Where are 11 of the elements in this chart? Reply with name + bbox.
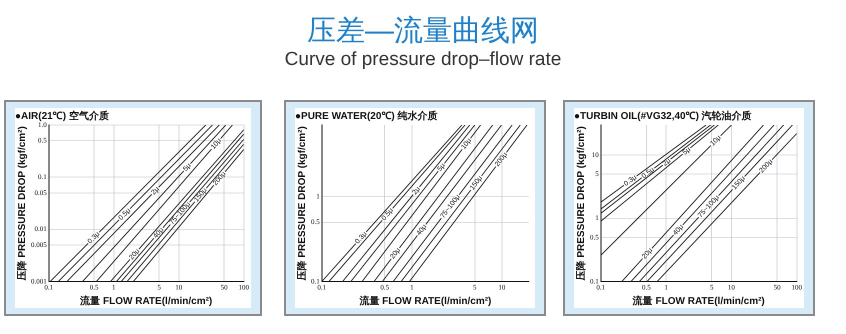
chart-title: ●TURBIN OIL(#VG32,40℃) 汽轮油介质 bbox=[574, 110, 752, 122]
y-axis-title: 压降 PRESSURE DROP (kgf/cm²) bbox=[296, 126, 308, 282]
chart-title: ●AIR(21℃) 空气介质 bbox=[15, 110, 109, 122]
y-axis-title: 压降 PRESSURE DROP (kgf/cm²) bbox=[574, 126, 587, 282]
x-axis-title: 流量 FLOW RATE(l/min/cm²) bbox=[632, 294, 765, 307]
x-axis-title: 流量 FLOW RATE(l/min/cm²) bbox=[358, 294, 492, 307]
y-axis-title: 压降 PRESSURE DROP (kgf/cm²) bbox=[16, 126, 28, 282]
chart-title: ●PURE WATER(20℃) 纯水介质 bbox=[295, 110, 438, 122]
text: 压差—流量曲线网 bbox=[306, 14, 540, 48]
text: Curve of pressure drop–flow rate bbox=[284, 48, 562, 72]
x-axis-title: 流量 FLOW RATE(l/min/cm²) bbox=[79, 294, 212, 307]
